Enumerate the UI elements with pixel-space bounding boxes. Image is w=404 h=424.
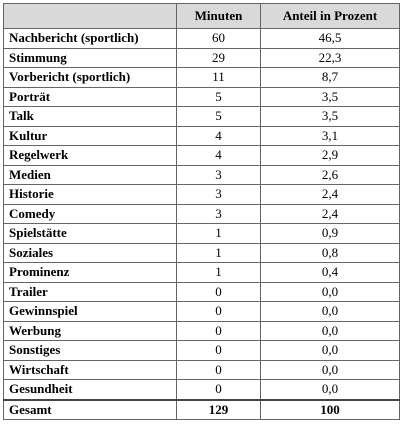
table-row: Vorbericht (sportlich) 11 8,7	[3, 67, 400, 88]
cell-value: 11	[176, 67, 261, 88]
cell-value: 0,0	[260, 379, 400, 400]
row-label: Wirtschaft	[3, 359, 177, 380]
cell-value: 0,9	[260, 223, 400, 244]
row-label: Spielstätte	[3, 223, 177, 244]
table-row: Werbung 0 0,0	[3, 320, 400, 341]
cell-value: 5	[176, 86, 261, 107]
row-label: Kultur	[3, 125, 177, 146]
table-row: Kultur 4 3,1	[3, 125, 400, 146]
row-label: Comedy	[3, 203, 177, 224]
header-cell	[3, 3, 177, 29]
table-row: Medien 3 2,6	[3, 164, 400, 185]
row-label: Soziales	[3, 242, 177, 263]
cell-value: 0,0	[260, 320, 400, 341]
cell-value: 0	[176, 320, 261, 341]
header-cell: Minuten	[176, 3, 261, 29]
table-row: Stimmung 29 22,3	[3, 47, 400, 68]
cell-value: 1	[176, 242, 261, 263]
cell-value: 0	[176, 281, 261, 302]
table-row: Wirtschaft 0 0,0	[3, 359, 400, 380]
cell-value: 3,5	[260, 86, 400, 107]
cell-value: 0,0	[260, 281, 400, 302]
table-body: Nachbericht (sportlich) 60 46,5 Stimmung 29 2…	[3, 28, 400, 420]
row-label: Gesamt	[3, 398, 177, 420]
data-table: Minuten Anteil in Prozent Nachbericht (s…	[3, 3, 400, 420]
table-row: Historie 3 2,4	[3, 184, 400, 205]
row-label: Prominenz	[3, 262, 177, 283]
cell-value: 100	[260, 398, 400, 420]
cell-value: 0,0	[260, 340, 400, 361]
cell-value: 4	[176, 145, 261, 166]
header-cell: Anteil in Prozent	[260, 3, 400, 29]
cell-value: 60	[176, 28, 261, 49]
table-row: Gesundheit 0 0,0	[3, 379, 400, 400]
table-row: Talk 5 3,5	[3, 106, 400, 127]
cell-value: 3	[176, 164, 261, 185]
cell-value: 46,5	[260, 28, 400, 49]
table-row: Sonstiges 0 0,0	[3, 340, 400, 361]
cell-value: 3	[176, 184, 261, 205]
row-label: Stimmung	[3, 47, 177, 68]
cell-value: 0	[176, 301, 261, 322]
cell-value: 3,5	[260, 106, 400, 127]
cell-value: 0	[176, 359, 261, 380]
cell-value: 22,3	[260, 47, 400, 68]
table-row: Comedy 3 2,4	[3, 203, 400, 224]
table-row: Porträt 5 3,5	[3, 86, 400, 107]
cell-value: 2,4	[260, 184, 400, 205]
row-label: Trailer	[3, 281, 177, 302]
row-label: Werbung	[3, 320, 177, 341]
table-row: Regelwerk 4 2,9	[3, 145, 400, 166]
cell-value: 1	[176, 223, 261, 244]
total-row: Gesamt 129 100	[3, 398, 400, 420]
row-label: Gewinnspiel	[3, 301, 177, 322]
row-label: Medien	[3, 164, 177, 185]
cell-value: 0	[176, 379, 261, 400]
cell-value: 2,6	[260, 164, 400, 185]
row-label: Nachbericht (sportlich)	[3, 28, 177, 49]
row-label: Talk	[3, 106, 177, 127]
table-row: Nachbericht (sportlich) 60 46,5	[3, 28, 400, 49]
cell-value: 3	[176, 203, 261, 224]
cell-value: 129	[176, 398, 261, 420]
cell-value: 5	[176, 106, 261, 127]
row-label: Vorbericht (sportlich)	[3, 67, 177, 88]
cell-value: 2,4	[260, 203, 400, 224]
row-label: Historie	[3, 184, 177, 205]
cell-value: 0,0	[260, 359, 400, 380]
row-label: Gesundheit	[3, 379, 177, 400]
cell-value: 3,1	[260, 125, 400, 146]
row-label: Sonstiges	[3, 340, 177, 361]
cell-value: 0,8	[260, 242, 400, 263]
cell-value: 2,9	[260, 145, 400, 166]
row-label: Regelwerk	[3, 145, 177, 166]
header-row: Minuten Anteil in Prozent	[3, 3, 400, 29]
cell-value: 0,4	[260, 262, 400, 283]
cell-value: 0	[176, 340, 261, 361]
table-row: Gewinnspiel 0 0,0	[3, 301, 400, 322]
cell-value: 0,0	[260, 301, 400, 322]
cell-value: 1	[176, 262, 261, 283]
cell-value: 8,7	[260, 67, 400, 88]
table-row: Trailer 0 0,0	[3, 281, 400, 302]
row-label: Porträt	[3, 86, 177, 107]
table-row: Prominenz 1 0,4	[3, 262, 400, 283]
table-row: Soziales 1 0,8	[3, 242, 400, 263]
table-row: Spielstätte 1 0,9	[3, 223, 400, 244]
cell-value: 4	[176, 125, 261, 146]
cell-value: 29	[176, 47, 261, 68]
